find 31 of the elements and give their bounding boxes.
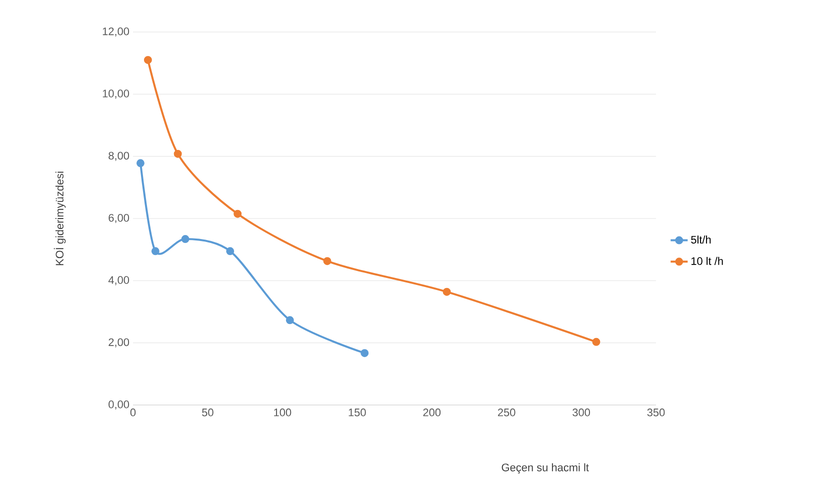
point xyxy=(174,150,182,158)
x-tick-label: 150 xyxy=(348,408,366,416)
point xyxy=(286,316,294,324)
x-axis-title: Geçen su hacmi lt xyxy=(502,463,589,474)
point xyxy=(360,349,369,358)
point xyxy=(226,247,234,256)
legend-label: 5lt/h xyxy=(691,236,711,244)
x-tick-label: 50 xyxy=(202,408,214,416)
y-tick-label: 4,00 xyxy=(108,276,130,286)
y-tick-label: 0,00 xyxy=(108,400,130,410)
point xyxy=(234,210,242,218)
y-tick-label: 6,00 xyxy=(108,214,130,224)
y-tick-label: 10,00 xyxy=(102,90,130,99)
x-tick-label: 250 xyxy=(498,408,516,416)
point xyxy=(136,159,144,168)
y-axis-title: KOİ giderimyüzdesi xyxy=(54,172,66,266)
point xyxy=(144,56,152,64)
point xyxy=(442,288,451,296)
y-tick-label: 12,00 xyxy=(102,27,130,37)
point xyxy=(181,235,190,244)
x-tick-label: 300 xyxy=(572,408,590,416)
x-tick-label: 100 xyxy=(274,408,292,416)
y-tick-label: 8,00 xyxy=(108,152,130,161)
y-tick-label: 2,00 xyxy=(108,338,130,348)
x-tick-label: 0 xyxy=(130,408,136,416)
point xyxy=(151,247,160,256)
point xyxy=(323,257,332,266)
point xyxy=(592,338,600,346)
legend-label: 10 lt /h xyxy=(691,256,723,265)
x-tick-label: 350 xyxy=(647,408,665,416)
x-tick-label: 200 xyxy=(423,408,441,416)
